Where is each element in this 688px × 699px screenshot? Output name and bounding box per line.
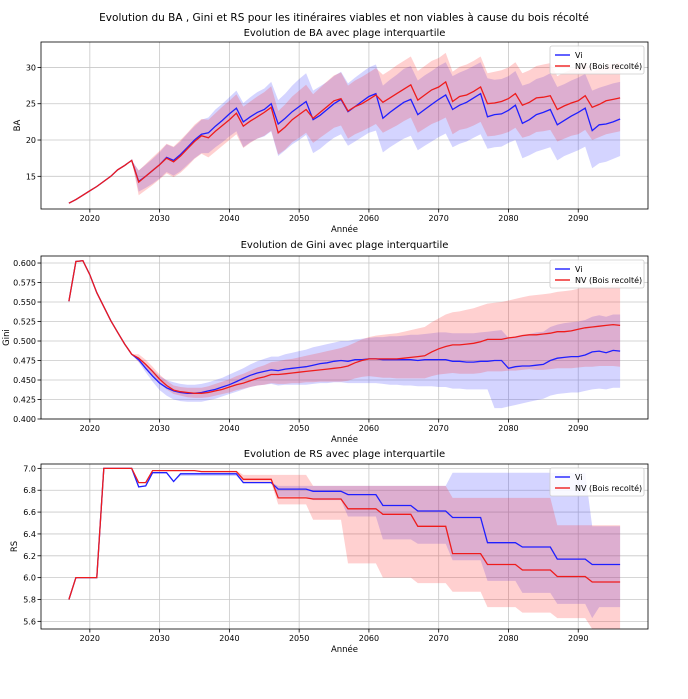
nv-iqr-band	[68, 260, 621, 398]
x-axis-label: Année	[331, 434, 358, 445]
y-tick-label: 6.6	[23, 508, 36, 517]
y-tick-label: 6.8	[23, 486, 36, 495]
legend-box	[549, 467, 645, 497]
x-axis-label: Année	[331, 644, 358, 655]
x-tick-label: 2040	[219, 214, 239, 223]
y-tick-label: 6.2	[23, 552, 36, 561]
x-tick-label: 2050	[289, 424, 309, 433]
plot-area	[68, 260, 621, 409]
chart-title: Evolution de Gini avec plage interquarti…	[241, 240, 449, 251]
legend-label: Vi	[575, 265, 583, 274]
x-tick-label: 2070	[429, 214, 449, 223]
x-tick-label: 2060	[359, 634, 379, 643]
y-tick-label: 25	[26, 100, 36, 109]
y-axis-label: Gini	[2, 329, 12, 346]
y-tick-label: 0.575	[13, 279, 36, 288]
axes-frame	[40, 41, 649, 210]
y-tick-label: 0.600	[13, 259, 36, 268]
x-tick-label: 2060	[359, 214, 379, 223]
vi-series-line	[68, 467, 621, 600]
x-tick-label: 2060	[359, 424, 379, 433]
y-tick-label: 0.425	[13, 396, 36, 405]
y-tick-label: 0.500	[13, 337, 36, 346]
x-tick-label: 2070	[429, 634, 449, 643]
x-tick-label: 2080	[498, 424, 518, 433]
x-tick-label: 2020	[80, 424, 100, 433]
axes-frame	[40, 463, 649, 630]
x-tick-label: 2080	[498, 214, 518, 223]
y-tick-label: 20	[26, 136, 36, 145]
legend-box	[549, 259, 645, 289]
figure-title: Evolution du BA , Gini et RS pour les it…	[99, 12, 589, 24]
y-tick-label: 6.4	[23, 530, 36, 539]
nv-series-line	[68, 80, 621, 204]
legend-label: Vi	[575, 51, 583, 60]
legend-label: NV (Bois recolté)	[575, 483, 642, 493]
plot-area	[68, 52, 621, 204]
legend-label: Vi	[575, 473, 583, 482]
y-axis-label: RS	[10, 541, 20, 552]
y-tick-label: 7.0	[23, 464, 36, 473]
y-tick-label: 0.525	[13, 318, 36, 327]
nv-iqr-band	[68, 468, 621, 629]
x-tick-label: 2080	[498, 634, 518, 643]
x-tick-label: 2030	[149, 634, 169, 643]
ba-chart: Evolution de BA avec plage interquartile…	[13, 28, 649, 235]
nv-series-line	[68, 467, 621, 600]
x-tick-label: 2040	[219, 634, 239, 643]
y-tick-label: 0.475	[13, 357, 36, 366]
legend-label: NV (Bois recolté)	[575, 275, 642, 285]
chart-title: Evolution de BA avec plage interquartile	[244, 28, 446, 39]
x-tick-label: 2020	[80, 214, 100, 223]
x-tick-label: 2030	[149, 214, 169, 223]
legend-label: NV (Bois recolté)	[575, 61, 642, 71]
y-axis-label: BA	[13, 119, 23, 131]
y-tick-label: 6.0	[23, 574, 36, 583]
plot-area	[68, 467, 621, 629]
chart-title: Evolution de RS avec plage interquartile	[244, 449, 445, 460]
y-tick-label: 0.550	[13, 298, 36, 307]
x-tick-label: 2050	[289, 634, 309, 643]
x-tick-label: 2050	[289, 214, 309, 223]
x-tick-label: 2070	[429, 424, 449, 433]
x-axis-label: Année	[331, 224, 358, 235]
y-tick-label: 5.6	[23, 617, 36, 626]
y-tick-label: 5.8	[23, 595, 36, 604]
x-tick-label: 2090	[568, 214, 588, 223]
x-tick-label: 2090	[568, 424, 588, 433]
y-tick-label: 0.450	[13, 376, 36, 385]
axes-frame	[40, 255, 649, 420]
vi-iqr-band	[68, 468, 621, 619]
x-tick-label: 2040	[219, 424, 239, 433]
gini-chart: Evolution de Gini avec plage interquarti…	[2, 240, 649, 445]
nv-iqr-band	[68, 52, 621, 204]
vi-iqr-band	[68, 260, 621, 409]
y-tick-label: 15	[26, 172, 36, 181]
x-tick-label: 2030	[149, 424, 169, 433]
y-tick-label: 0.400	[13, 415, 36, 424]
vi-series-line	[68, 260, 621, 394]
rs-chart: Evolution de RS avec plage interquartile…	[10, 449, 649, 655]
x-tick-label: 2090	[568, 634, 588, 643]
x-tick-label: 2020	[80, 634, 100, 643]
legend-box	[549, 45, 645, 75]
y-tick-label: 30	[26, 63, 36, 72]
nv-series-line	[68, 260, 621, 394]
